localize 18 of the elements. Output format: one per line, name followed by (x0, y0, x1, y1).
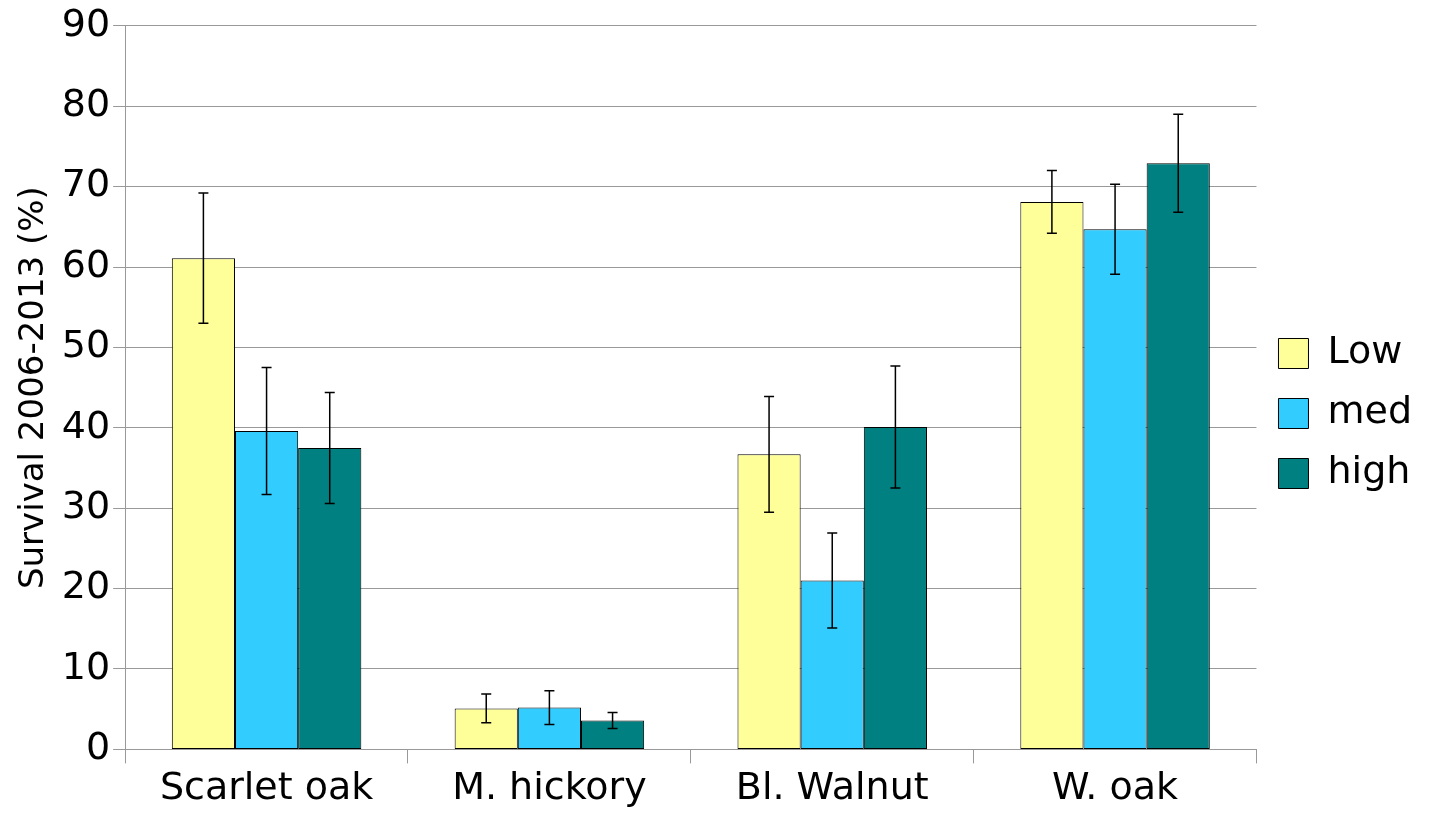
x-tick-label: Scarlet oak (159, 764, 374, 809)
legend-label: Low (1327, 328, 1403, 373)
y-tick-label: 0 (85, 724, 111, 769)
y-tick-label: 90 (61, 0, 111, 45)
legend-label: high (1327, 448, 1411, 493)
y-tick-label: 40 (61, 402, 111, 447)
x-tick-label: W. oak (1052, 764, 1179, 809)
y-tick-label: 20 (61, 563, 111, 608)
y-tick-label: 80 (61, 81, 111, 126)
y-tick-label: 10 (61, 643, 111, 688)
x-tick-label: M. hickory (452, 764, 647, 809)
y-tick-label: 30 (61, 483, 111, 528)
legend-label: med (1327, 388, 1413, 433)
y-tick-label: 60 (61, 241, 111, 286)
y-tick-label: 70 (61, 161, 111, 206)
y-axis-title: Survival 2006-2013 (%) (11, 186, 52, 590)
x-tick-label: Bl. Walnut (735, 764, 929, 809)
y-tick-label: 50 (61, 322, 111, 367)
